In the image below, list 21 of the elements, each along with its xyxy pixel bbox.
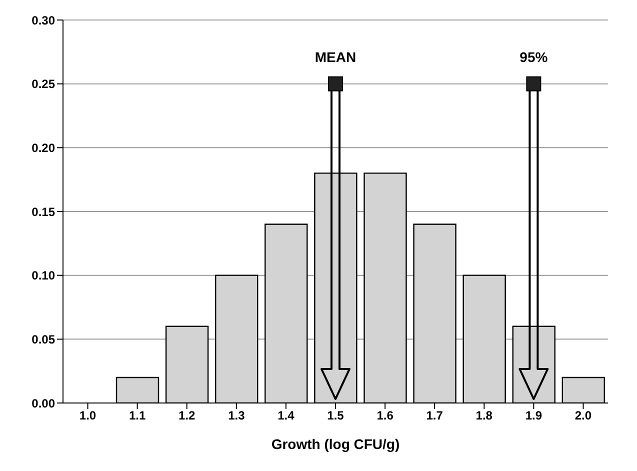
y-tick-label: 0.25	[32, 77, 56, 92]
x-axis-title: Growth (log CFU/g)	[271, 436, 400, 452]
x-tick-label: 1.5	[327, 408, 344, 423]
y-tick-label: 0.30	[32, 13, 56, 28]
x-tick-label: 1.0	[79, 408, 96, 423]
y-tick-label: 0.05	[32, 332, 56, 346]
x-tick-label: 1.2	[178, 408, 196, 423]
y-tick-label: 0.10	[32, 268, 56, 283]
x-tick-label: 1.8	[476, 408, 493, 423]
x-tick-label: 1.1	[128, 408, 146, 423]
y-tick-label: 0.15	[32, 204, 56, 219]
x-tick-label: 2.0	[574, 408, 592, 423]
x-tick-label: 1.4	[278, 408, 295, 423]
x-tick-label: 1.7	[426, 408, 444, 423]
y-tick-label: 0.00	[32, 396, 56, 410]
x-tick-label: 1.3	[228, 408, 246, 423]
x-tick-label: 1.9	[525, 408, 542, 423]
annotation: MEAN	[314, 48, 356, 65]
y-tick-label: 0.20	[32, 140, 56, 155]
x-tick-label: 1.6	[376, 408, 394, 423]
annotation: 95%	[520, 48, 548, 65]
